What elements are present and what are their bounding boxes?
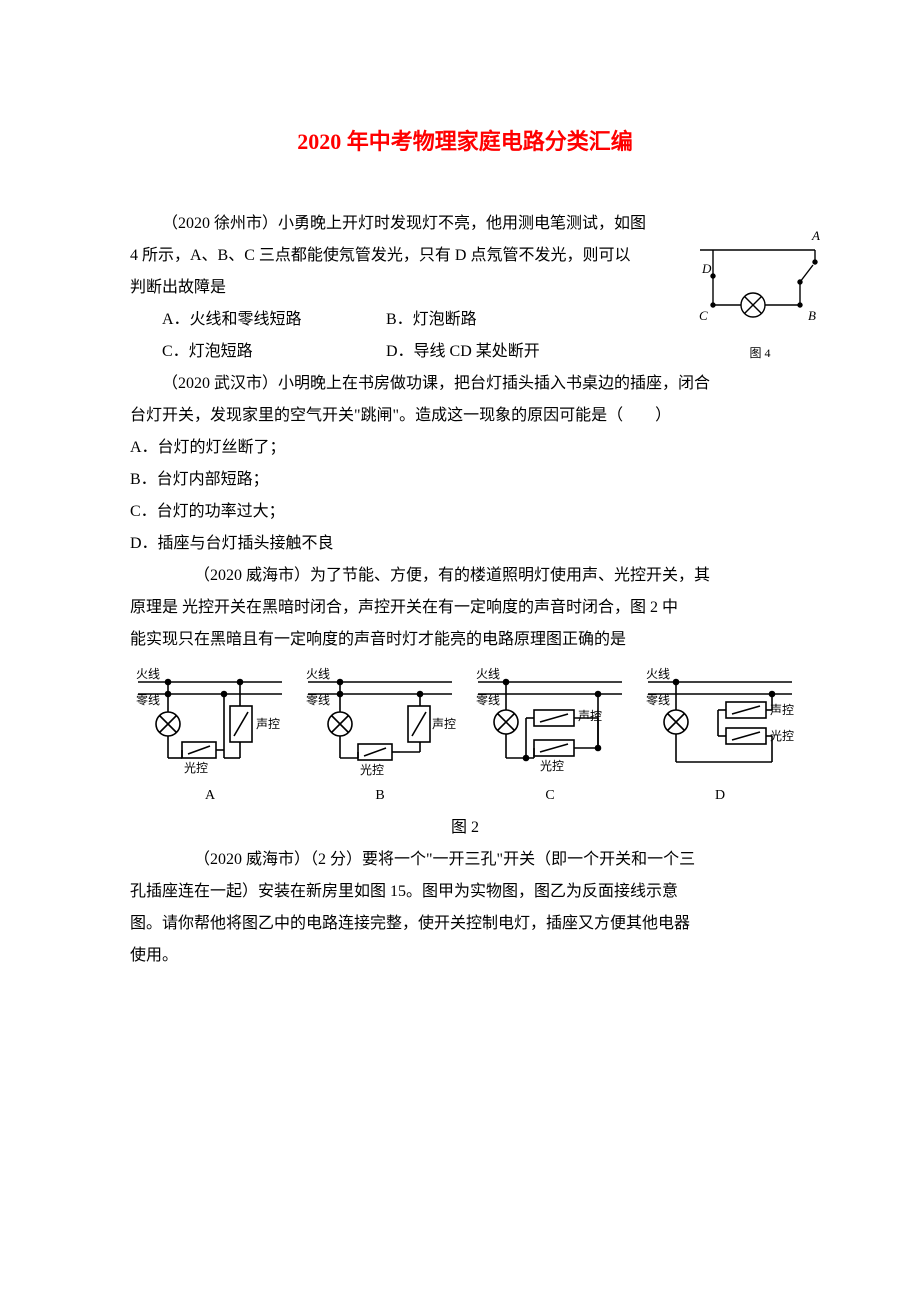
q3-line1: （2020 威海市）为了节能、方便，有的楼道照明灯使用声、光控开关，其 [130, 560, 800, 592]
q2-opt-a: A．台灯的灯丝断了； [130, 432, 800, 464]
doc-title: 2020 年中考物理家庭电路分类汇编 [130, 120, 800, 164]
svg-text:声控: 声控 [432, 717, 456, 731]
svg-text:A: A [811, 230, 820, 243]
figure-4-svg: A D C B [695, 230, 825, 325]
svg-text:火线: 火线 [476, 667, 500, 681]
svg-text:声控: 声控 [770, 703, 794, 717]
q4-line3: 图。请你帮他将图乙中的电路连接完整，使开关控制电灯，插座又方便其他电器 [130, 908, 800, 940]
svg-text:零线: 零线 [136, 693, 160, 707]
svg-text:C: C [699, 308, 708, 323]
q2-line1: （2020 武汉市）小明晚上在书房做功课，把台灯插头插入书桌边的插座，闭合 [130, 368, 800, 400]
q1-opt-c: C．灯泡短路 [162, 336, 382, 368]
svg-text:火线: 火线 [646, 667, 670, 681]
circuit-a: 火线 零线 声控 光控 A [130, 662, 290, 810]
svg-text:火线: 火线 [136, 667, 160, 681]
circuit-d-caption: D [640, 782, 800, 810]
figure-4-caption: 图 4 [690, 341, 830, 365]
q2-line2: 台灯开关，发现家里的空气开关"跳闸"。造成这一现象的原因可能是（ ） [130, 400, 800, 432]
svg-text:光控: 光控 [360, 763, 384, 777]
q2-opt-d: D．插座与台灯插头接触不良 [130, 528, 800, 560]
circuit-c-caption: C [470, 782, 630, 810]
q3-line2: 原理是 光控开关在黑暗时闭合，声控开关在有一定响度的声音时闭合，图 2 中 [130, 592, 800, 624]
svg-text:零线: 零线 [646, 693, 670, 707]
q1-opt-a: A．火线和零线短路 [162, 304, 382, 336]
q4-line1: （2020 威海市）（2 分）要将一个"一开三孔"开关（即一个开关和一个三 [130, 844, 800, 876]
svg-text:光控: 光控 [540, 759, 564, 773]
svg-text:声控: 声控 [578, 709, 602, 723]
circuit-b: 火线 零线 声控 光控 B [300, 662, 460, 810]
circuit-c: 火线 零线 声控 光控 C [470, 662, 630, 810]
q2-opt-b: B．台灯内部短路； [130, 464, 800, 496]
figure-2-caption: 图 2 [130, 812, 800, 844]
q3-line3: 能实现只在黑暗且有一定响度的声音时灯才能亮的电路原理图正确的是 [130, 624, 800, 656]
page: 2020 年中考物理家庭电路分类汇编 [0, 0, 920, 1302]
q1-opt-b: B．灯泡断路 [386, 304, 606, 336]
svg-text:火线: 火线 [306, 667, 330, 681]
svg-text:光控: 光控 [184, 761, 208, 775]
svg-text:D: D [701, 261, 712, 276]
circuits-row: 火线 零线 声控 光控 A [130, 662, 800, 810]
circuit-b-caption: B [300, 782, 460, 810]
figure-4: A D C B 图 4 [690, 230, 830, 365]
q4-line4: 使用。 [130, 940, 800, 972]
q2-opt-c: C．台灯的功率过大； [130, 496, 800, 528]
svg-text:零线: 零线 [306, 693, 330, 707]
svg-text:B: B [808, 308, 816, 323]
circuit-a-caption: A [130, 782, 290, 810]
svg-text:光控: 光控 [770, 729, 794, 743]
q1-opt-d: D．导线 CD 某处断开 [386, 336, 606, 368]
svg-text:零线: 零线 [476, 693, 500, 707]
svg-text:声控: 声控 [256, 717, 280, 731]
circuit-d: 火线 零线 声控 光控 D [640, 662, 800, 810]
q4-line2: 孔插座连在一起）安装在新房里如图 15。图甲为实物图，图乙为反面接线示意 [130, 876, 800, 908]
